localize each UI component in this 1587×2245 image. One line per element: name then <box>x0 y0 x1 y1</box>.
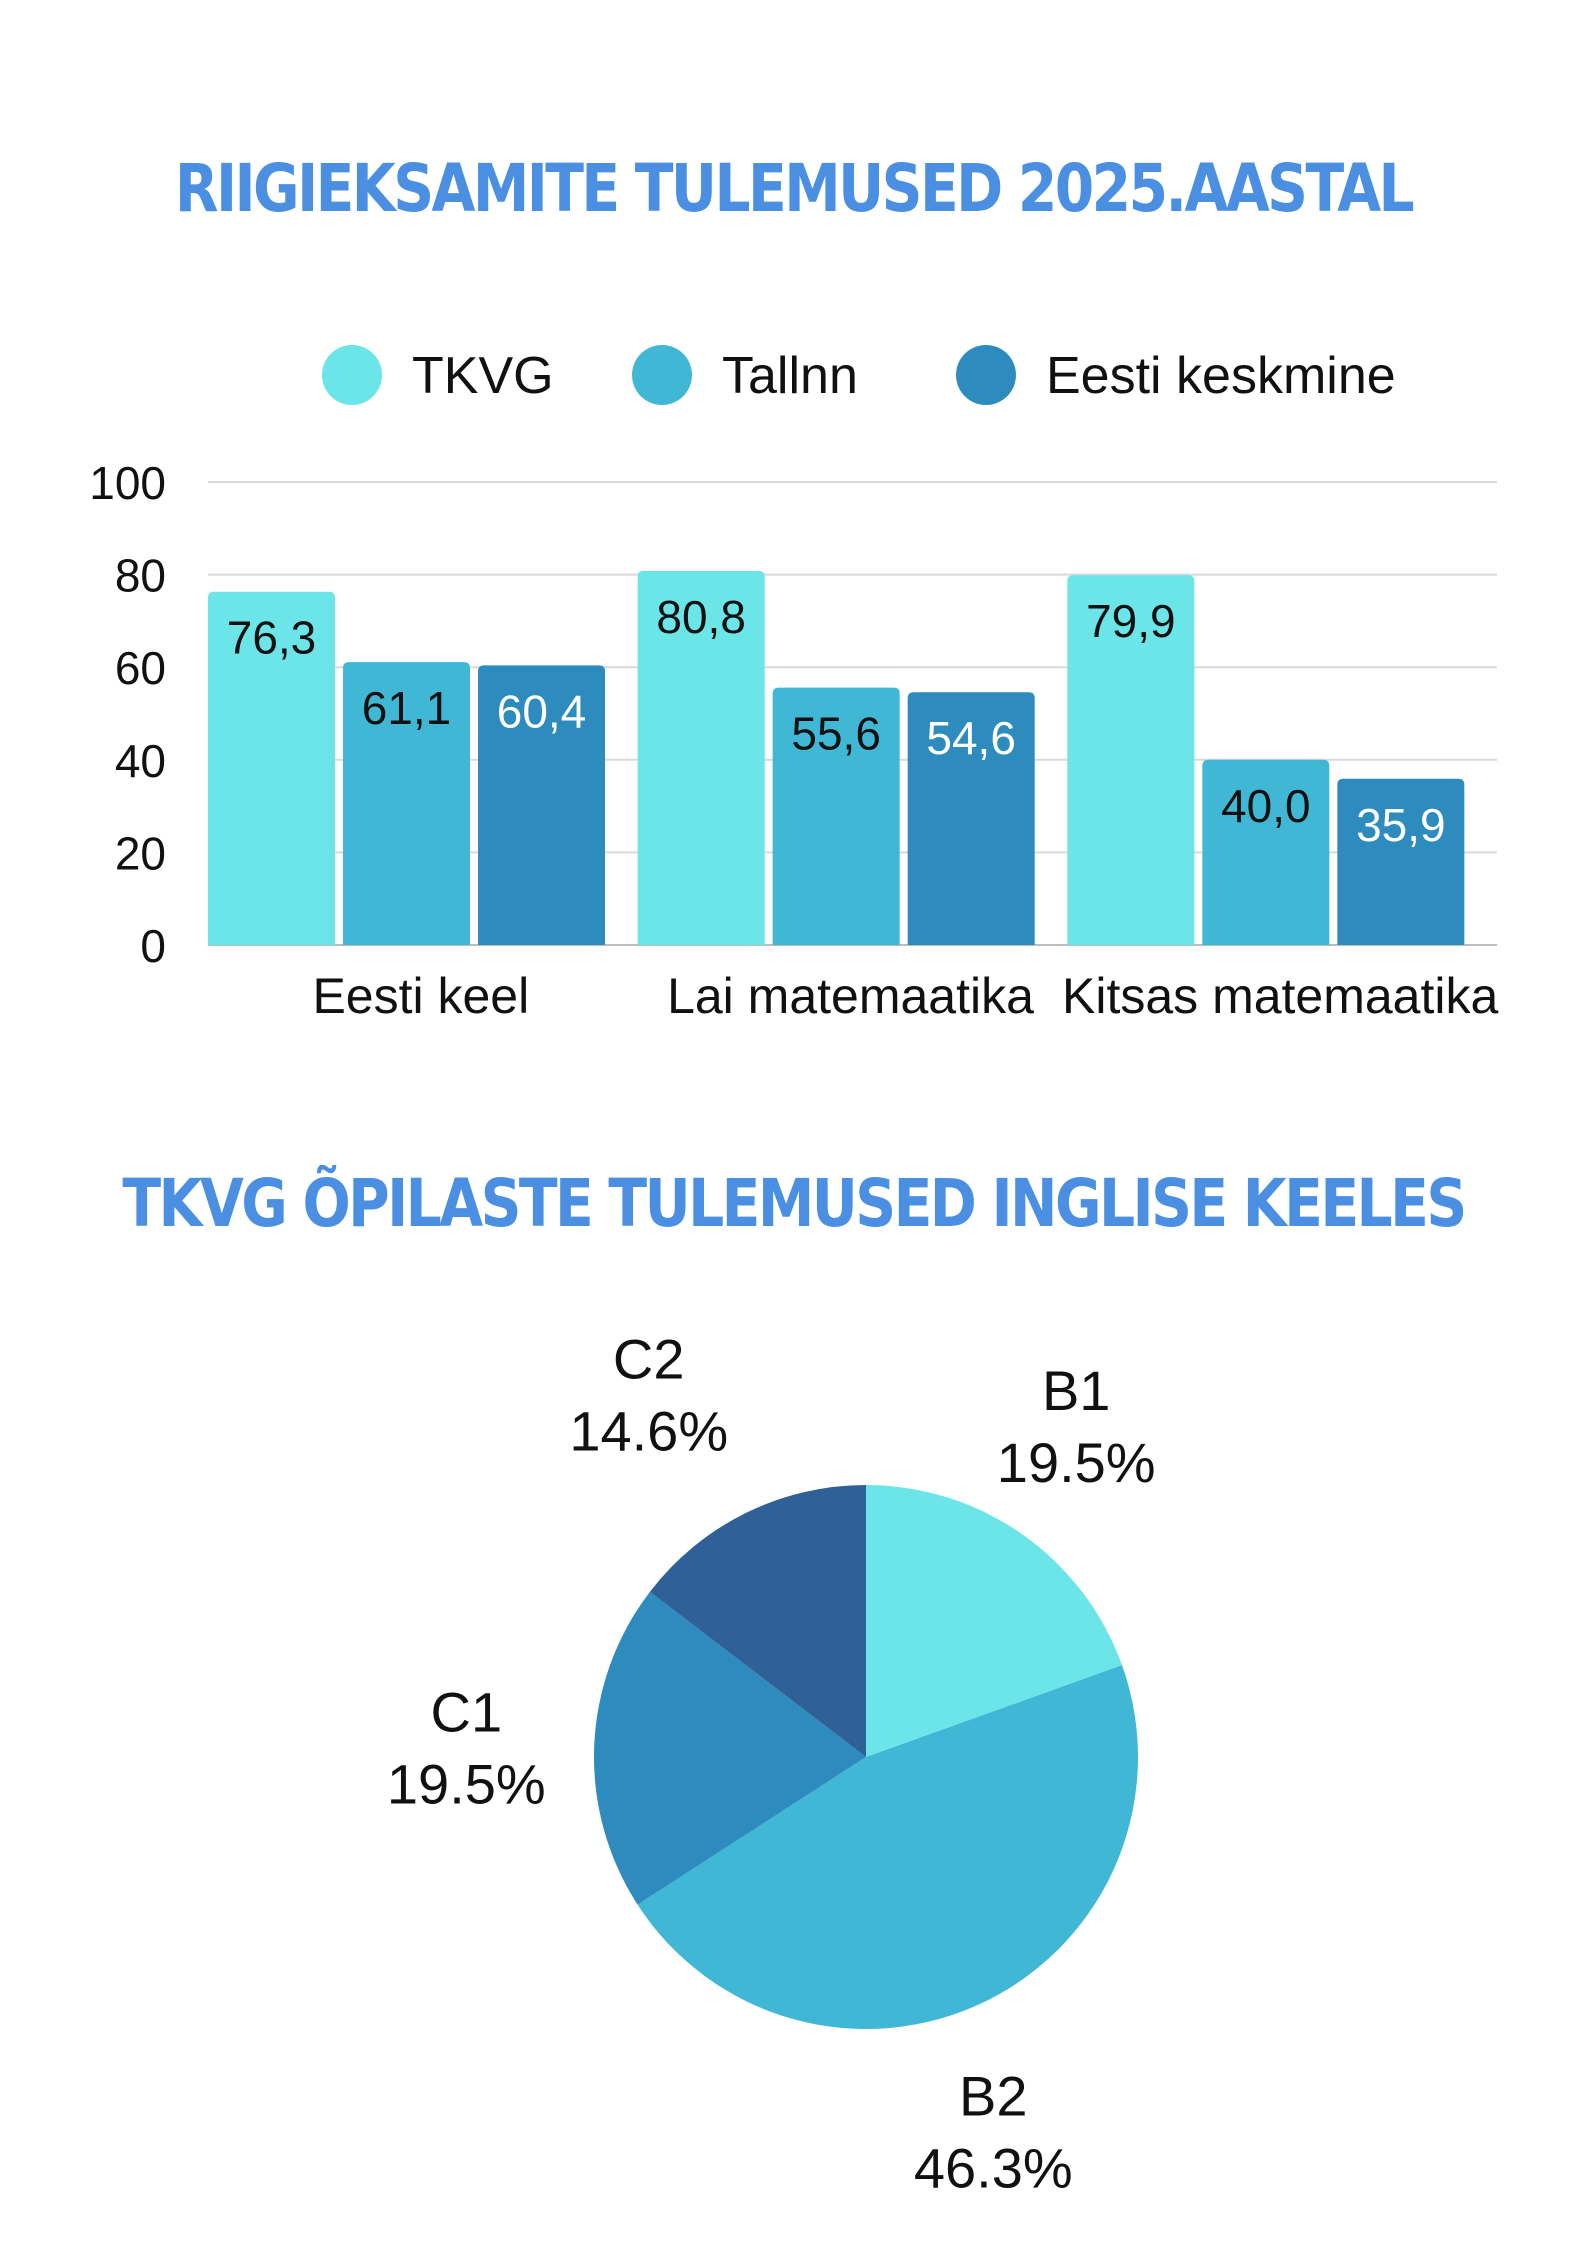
bar <box>208 591 335 945</box>
bar <box>772 687 900 945</box>
x-category-label: Lai matemaatika <box>667 968 1034 1024</box>
legend-item: Tallnn <box>632 345 858 405</box>
data-label: 54,6 <box>926 712 1016 764</box>
slice-label: B2 46.3% <box>914 2065 1073 2200</box>
y-tick-label: 100 <box>89 457 166 509</box>
x-category-label: Eesti keel <box>312 968 529 1024</box>
y-tick-label: 60 <box>115 642 166 694</box>
y-tick-label: 40 <box>115 735 166 787</box>
legend-item: TKVG <box>322 345 554 405</box>
slice-percent-label: 19.5% <box>387 1752 546 1815</box>
bar <box>343 662 470 945</box>
bar <box>1337 778 1465 945</box>
slice-percent-label: 14.6% <box>569 1399 728 1462</box>
y-tick-label: 0 <box>140 920 166 972</box>
pie-chart-title: TKVG ÕPILASTE TULEMUSED INGLISE KEELES <box>122 1165 1467 1242</box>
bar <box>1067 575 1195 945</box>
slice-category-label: C2 <box>613 1327 685 1390</box>
legend-label: TKVG <box>412 347 554 405</box>
bar-chart: 0 20 40 60 80 100 TKVG Tallnn Eesti keskmine 76,3… <box>89 345 1498 1024</box>
data-label: 80,8 <box>656 591 746 643</box>
slice-label: C1 19.5% <box>387 1680 546 1815</box>
slice-category-label: C1 <box>431 1680 503 1743</box>
slice-label: B1 19.5% <box>997 1359 1156 1494</box>
data-label: 79,9 <box>1086 595 1176 647</box>
data-label: 40,0 <box>1221 780 1311 832</box>
slice-label: C2 14.6% <box>569 1327 728 1462</box>
pie-slice <box>649 1485 866 1757</box>
bar <box>907 692 1035 945</box>
data-label: 55,6 <box>791 708 881 760</box>
pie-slice <box>637 1665 1138 2029</box>
slice-percent-label: 46.3% <box>914 2137 1073 2200</box>
slice-category-label: B2 <box>959 2065 1028 2128</box>
pie-slice <box>594 1591 866 1905</box>
pie-slice <box>866 1485 1123 1757</box>
legend-swatch <box>322 345 382 405</box>
data-label: 60,4 <box>497 685 587 737</box>
y-tick-label: 20 <box>115 827 166 879</box>
bar <box>478 665 605 945</box>
data-label: 61,1 <box>362 682 452 734</box>
legend-label: Eesti keskmine <box>1046 347 1396 405</box>
data-label: 76,3 <box>227 612 317 664</box>
bar <box>1202 759 1330 945</box>
slice-category-label: B1 <box>1042 1359 1111 1422</box>
slice-percent-label: 19.5% <box>997 1431 1156 1494</box>
legend-swatch <box>632 345 692 405</box>
legend-label: Tallnn <box>722 347 858 405</box>
data-label: 35,9 <box>1356 799 1446 851</box>
x-category-label: Kitsas matemaatika <box>1062 968 1498 1024</box>
bar-chart-title: RIIGIEKSAMITE TULEMUSED 2025.AASTAL <box>174 150 1415 227</box>
legend-swatch <box>956 345 1016 405</box>
y-tick-label: 80 <box>115 550 166 602</box>
bar <box>637 570 765 945</box>
legend-item: Eesti keskmine <box>956 345 1396 405</box>
